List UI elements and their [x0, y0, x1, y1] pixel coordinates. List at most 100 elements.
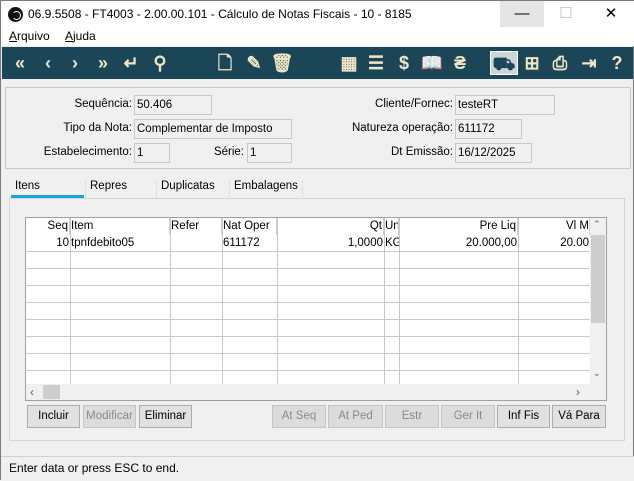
prev-icon[interactable]: ‹ [45, 53, 51, 73]
book-icon[interactable]: 📖 [420, 53, 444, 73]
close-button[interactable]: ✕ [604, 5, 618, 22]
col-header-vl-m[interactable]: Vl M [518, 218, 590, 235]
active-tab-indicator [11, 195, 84, 198]
cliente-label: Cliente/Fornec: [375, 98, 453, 110]
vertical-scroll-thumb[interactable] [591, 235, 605, 323]
invoice-icon[interactable]: ☰ [367, 53, 385, 73]
sequencia-field[interactable]: 50.406 [134, 95, 212, 115]
scroll-right-icon[interactable]: › [576, 385, 580, 399]
money-doc-icon[interactable]: ₴ [453, 53, 466, 73]
menu-bar: Arquivo Ajuda [1, 27, 634, 46]
tab-embalagens[interactable]: Embalagens [229, 180, 303, 199]
status-bar: Enter data or press ESC to end. [1, 456, 634, 481]
col-header-un[interactable]: Un [384, 218, 399, 235]
eliminar-button[interactable]: Eliminar [139, 405, 192, 428]
grid-column-divider [222, 218, 223, 384]
scroll-up-icon[interactable]: ⌃ [593, 219, 601, 229]
cell-pre-liq[interactable]: 20.000,00 [465, 237, 517, 249]
cell-vl-m-text: 20.00 [560, 237, 589, 249]
app-icon [8, 7, 23, 22]
grid-row-divider [26, 370, 590, 371]
cell-vl-m[interactable]: 20.00 [521, 235, 590, 252]
toolbar: « ‹ › » ↵ ⚲ 🗋 ✎ 🗑 ▦ ☰ $ 📖 ₴ ⛟ ⊞ ⎙ ⇥ ? [2, 47, 633, 79]
status-text: Enter data or press ESC to end. [9, 461, 180, 475]
delete-icon[interactable]: 🗑 [270, 53, 294, 73]
search-icon[interactable]: ⚲ [153, 53, 167, 73]
title-bar: 06.9.5508 - FT4003 - 2.00.00.101 - Cálcu… [1, 1, 634, 27]
at-ped-button[interactable]: At Ped [328, 405, 383, 428]
truck-icon[interactable]: ⛟ [490, 51, 518, 75]
items-grid[interactable]: Seq Item Refer Nat Oper Qt Un Pre Liq Vl… [25, 217, 607, 401]
cell-qt[interactable]: 1,0000 [347, 237, 383, 249]
estabelecimento-label: Estabelecimento: [43, 146, 132, 158]
help-icon[interactable]: ? [611, 53, 623, 73]
menu-ajuda[interactable]: Ajuda [65, 29, 96, 43]
col-header-item[interactable]: Item [70, 218, 170, 235]
serie-field[interactable]: 1 [247, 143, 292, 163]
window-title: 06.9.5508 - FT4003 - 2.00.00.101 - Cálcu… [28, 7, 412, 21]
grid-row-divider [26, 319, 590, 320]
menu-arquivo-label: Arquivo [9, 29, 50, 43]
edit-doc-icon[interactable]: ✎ [246, 53, 262, 73]
at-seq-button[interactable]: At Seq [272, 405, 326, 428]
cell-un[interactable]: KG [385, 237, 399, 249]
col-header-refer[interactable]: Refer [170, 218, 222, 235]
cliente-field[interactable]: testeRT [455, 95, 555, 115]
last-icon[interactable]: » [97, 53, 108, 73]
modificar-button[interactable]: Modificar [83, 405, 136, 428]
grid-column-divider [384, 218, 385, 384]
maximize-button[interactable]: ☐ [559, 5, 573, 22]
dt-emissao-label: Dt Emissão: [391, 146, 453, 158]
grid-row-divider [26, 251, 590, 252]
col-header-seq[interactable]: Seq [26, 218, 70, 235]
menu-ajuda-label: Ajuda [65, 29, 96, 43]
scroll-left-icon[interactable]: ‹ [30, 385, 34, 399]
goto-icon[interactable]: ↵ [123, 53, 139, 73]
ger-it-button[interactable]: Ger It [441, 405, 495, 428]
col-header-nat-oper[interactable]: Nat Oper [222, 218, 277, 235]
hierarchy-icon[interactable]: ⊞ [524, 53, 540, 73]
cell-refer[interactable] [170, 235, 222, 252]
tab-duplicatas[interactable]: Duplicatas [156, 180, 219, 198]
next-icon[interactable]: › [72, 53, 78, 73]
new-doc-icon[interactable]: 🗋 [217, 53, 233, 73]
minimize-button[interactable]: — [500, 1, 544, 27]
grid-column-divider [399, 218, 400, 384]
grid-column-divider [70, 218, 71, 384]
grid-row-divider [26, 285, 590, 286]
scroll-down-icon[interactable]: ⌄ [593, 368, 601, 378]
grid-row-divider [26, 268, 590, 269]
col-header-pre-liq[interactable]: Pre Liq [399, 218, 518, 235]
first-icon[interactable]: « [14, 53, 25, 73]
tab-itens[interactable]: Itens [15, 180, 40, 192]
dollar-icon[interactable]: $ [398, 53, 409, 73]
col-header-qt[interactable]: Qt [277, 218, 384, 235]
dt-emissao-field[interactable]: 16/12/2025 [455, 143, 532, 163]
tab-repres[interactable]: Repres [85, 180, 131, 198]
grid-row-divider [26, 302, 590, 303]
horizontal-scroll-thumb[interactable] [43, 385, 60, 399]
estr-button[interactable]: Estr [385, 405, 439, 428]
sequencia-label: Sequência: [74, 98, 132, 110]
cell-seq[interactable]: 10 [56, 237, 69, 249]
tipo-nota-label: Tipo da Nota: [63, 122, 132, 134]
calculator-icon[interactable]: ▦ [340, 53, 358, 73]
va-para-button[interactable]: Vá Para [552, 405, 606, 428]
cell-item[interactable]: tpnfdebito05 [71, 237, 135, 249]
grid-column-divider [277, 218, 278, 384]
natureza-label: Natureza operação: [351, 122, 453, 134]
horizontal-scrollbar[interactable]: ‹ › [26, 384, 606, 400]
print-icon[interactable]: ⎙ [552, 53, 568, 73]
inf-fis-button[interactable]: Inf Fis [497, 405, 550, 428]
menu-arquivo[interactable]: Arquivo [9, 29, 50, 43]
natureza-field[interactable]: 611172 [455, 119, 522, 139]
cell-nat-oper[interactable]: 611172 [223, 237, 260, 249]
vertical-scrollbar[interactable]: ⌃ ⌄ [590, 218, 606, 384]
serie-label: Série: [213, 146, 244, 158]
incluir-button[interactable]: Incluir [27, 405, 80, 428]
grid-column-divider [170, 218, 171, 384]
estabelecimento-field[interactable]: 1 [134, 143, 170, 163]
grid-row-divider [26, 353, 590, 354]
exit-icon[interactable]: ⇥ [581, 53, 597, 73]
tipo-nota-field[interactable]: Complementar de Imposto [134, 119, 292, 139]
